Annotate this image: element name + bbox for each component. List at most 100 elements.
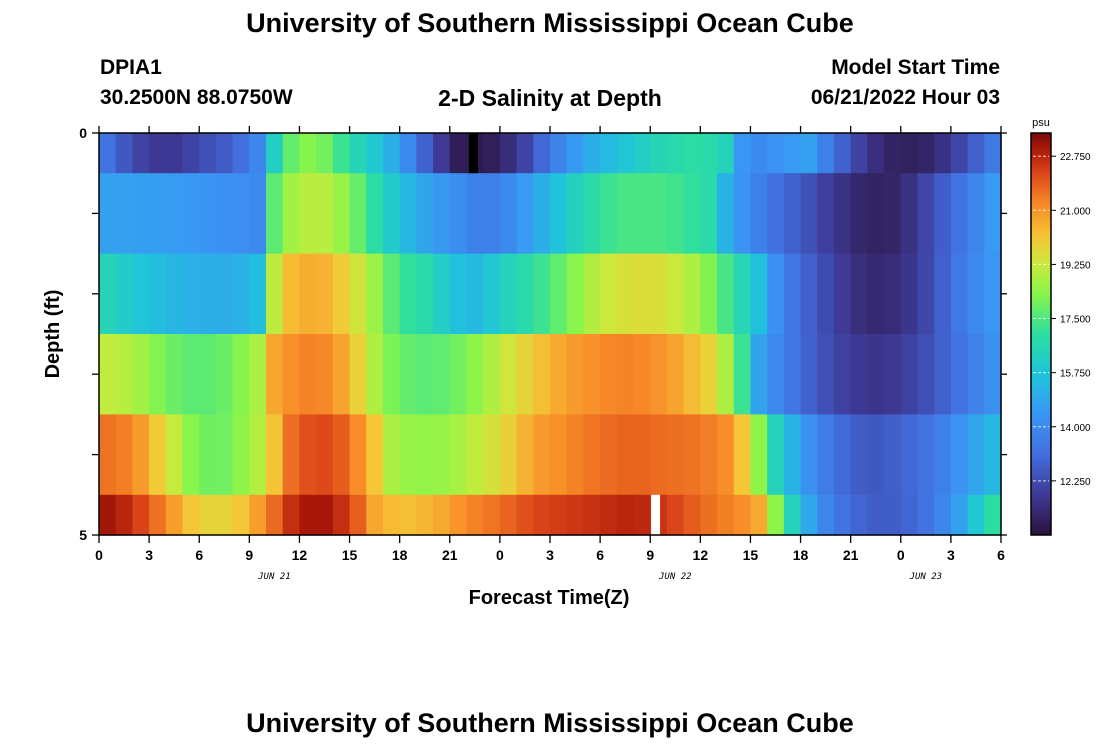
heatmap-cell: [984, 133, 1002, 174]
heatmap-cell: [717, 133, 735, 174]
heatmap-cell: [650, 173, 668, 255]
heatmap-cell: [182, 414, 200, 496]
heatmap-cell: [967, 253, 985, 335]
heatmap-cell: [867, 173, 885, 255]
heatmap-cell: [149, 133, 167, 174]
heatmap-cell: [416, 334, 434, 415]
heatmap-cell: [466, 414, 484, 496]
heatmap-cell: [550, 133, 568, 174]
heatmap-cell: [282, 494, 301, 536]
heatmap-cell: [934, 253, 952, 335]
heatmap-cell: [583, 494, 601, 536]
heatmap-cell: [700, 173, 718, 255]
y-tick-label: 5: [79, 527, 87, 543]
heatmap-cell: [783, 133, 802, 174]
heatmap-cell: [483, 494, 501, 536]
heatmap-cell: [399, 253, 417, 335]
heatmap-cell: [232, 133, 250, 174]
y-axis-label: Depth (ft): [42, 290, 64, 379]
heatmap-cell: [349, 173, 367, 255]
heatmap-cell: [332, 173, 351, 255]
heatmap-cell: [115, 414, 133, 496]
heatmap-cell: [382, 494, 401, 536]
x-tick-label: 0: [95, 547, 103, 563]
plot-title: 2-D Salinity at Depth: [438, 85, 662, 111]
heatmap-cell: [583, 173, 601, 255]
colorbar-tick-label: 19.250: [1060, 260, 1091, 271]
heatmap-cell: [833, 173, 852, 255]
heatmap-cell: [382, 253, 401, 335]
heatmap-cell: [750, 133, 768, 174]
heatmap-cell: [433, 494, 451, 536]
heatmap-cell: [884, 494, 902, 536]
heatmap-cell: [499, 414, 518, 496]
heatmap-cell: [299, 253, 317, 335]
heatmap-cell: [332, 494, 351, 536]
heatmap-cell: [382, 334, 401, 415]
heatmap-cell: [666, 173, 685, 255]
x-tick-label: 18: [392, 547, 408, 563]
heatmap-cell: [767, 253, 785, 335]
heatmap-cell: [416, 133, 434, 174]
heatmap-cell: [483, 414, 501, 496]
heatmap-cell: [366, 414, 384, 496]
heatmap-cell: [182, 253, 200, 335]
heatmap-cell: [967, 414, 985, 496]
heatmap-cell: [149, 334, 167, 415]
heatmap-cell: [382, 173, 401, 255]
heatmap-cell: [449, 173, 468, 255]
model-start-value: 06/21/2022 Hour 03: [810, 86, 1000, 109]
heatmap-cell: [900, 414, 919, 496]
heatmap-cell: [266, 173, 284, 255]
heatmap-cell: [282, 253, 301, 335]
heatmap-cell: [583, 414, 601, 496]
heatmap-cell: [717, 253, 735, 335]
heatmap-cell: [850, 414, 868, 496]
heatmap-cell: [967, 133, 985, 174]
heatmap-cell: [600, 494, 618, 536]
heatmap-cell: [817, 173, 835, 255]
heatmap-cell: [449, 133, 468, 174]
x-tick-label: 3: [947, 547, 955, 563]
heatmap-cell: [332, 133, 351, 174]
heatmap-cell: [449, 334, 468, 415]
heatmap-cell: [299, 494, 317, 536]
heatmap-cell: [199, 414, 217, 496]
x-tick-label: 3: [546, 547, 554, 563]
date-label: JUN 22: [658, 572, 692, 582]
heatmap-cell: [633, 334, 651, 415]
heatmap-cell: [132, 133, 150, 174]
heatmap-cell: [132, 173, 150, 255]
heatmap-cell: [416, 173, 434, 255]
heatmap-cell: [550, 414, 568, 496]
heatmap-cell: [516, 414, 534, 496]
heatmap-cell: [583, 253, 601, 335]
heatmap-cell: [817, 414, 835, 496]
heatmap-cell: [633, 494, 651, 536]
heatmap-cell: [950, 173, 969, 255]
heatmap-cell: [433, 173, 451, 255]
x-tick-label: 18: [793, 547, 809, 563]
heatmap-cell: [566, 253, 584, 335]
heatmap-cell: [884, 414, 902, 496]
heatmap-cell: [566, 173, 584, 255]
heatmap-cell: [767, 414, 785, 496]
heatmap-cell: [366, 133, 384, 174]
heatmap-cell: [733, 173, 752, 255]
heatmap-cell: [800, 334, 818, 415]
heatmap-cell: [483, 253, 501, 335]
heatmap-cell: [483, 133, 501, 174]
heatmap-cell: [316, 414, 334, 496]
x-tick-label: 9: [245, 547, 253, 563]
heatmap-cell: [349, 414, 367, 496]
heatmap-cell: [583, 133, 601, 174]
heatmap-cell: [616, 414, 635, 496]
heatmap-cell: [683, 414, 701, 496]
y-tick-label: 0: [79, 125, 87, 141]
heatmap-cell: [349, 494, 367, 536]
heatmap-cell: [499, 494, 518, 536]
heatmap-cell: [733, 414, 752, 496]
heatmap-cell: [750, 334, 768, 415]
heatmap-cell: [700, 334, 718, 415]
heatmap-cell: [800, 494, 818, 536]
